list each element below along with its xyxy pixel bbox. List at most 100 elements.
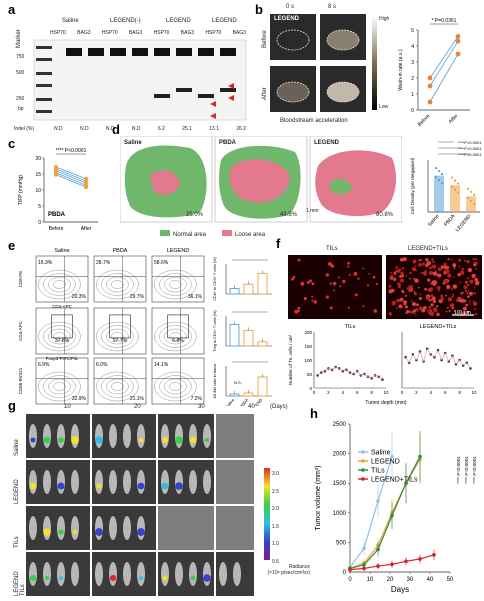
p-value: **** P<0.0001	[472, 456, 477, 484]
group-label-saline: Saline	[62, 18, 79, 24]
mouse-silhouette	[43, 562, 51, 586]
x-axis-label: CD4-APC	[52, 304, 73, 309]
ivis-cell	[216, 506, 254, 550]
til-signal	[437, 267, 442, 272]
til-signal	[429, 311, 435, 317]
panel-f: TILs LEGEND+TILs 100 μm 0 2 4 6 8 10 200 150 100…	[286, 246, 484, 408]
p-value: ****P<0.0001	[458, 140, 482, 145]
til-signal	[399, 257, 404, 262]
mouse-silhouette	[123, 470, 131, 494]
quadrant-value: 20.3%	[72, 294, 87, 300]
flow-plot	[35, 255, 89, 303]
til-signal	[457, 272, 461, 277]
d-title-legend: LEGEND	[314, 140, 340, 146]
til-signal	[469, 300, 471, 303]
quadrant-value: 32.9%	[72, 396, 87, 402]
til-signal	[436, 285, 441, 290]
til-signal	[430, 294, 434, 298]
til-signal	[471, 273, 476, 279]
series-line	[55, 168, 87, 182]
til-signal	[459, 281, 462, 283]
til-signal	[467, 267, 473, 273]
x-tick-label: 2	[327, 390, 330, 395]
contour	[169, 382, 182, 391]
contour	[48, 276, 71, 293]
til-signal	[297, 309, 300, 312]
y-tick-label: 0	[309, 386, 312, 391]
series-line	[55, 166, 87, 180]
til-signal	[446, 284, 451, 290]
bar	[434, 175, 444, 212]
x-tick-label: 6	[356, 390, 359, 395]
ladder-band	[36, 46, 52, 49]
radiance-colorbar	[264, 468, 270, 560]
lane-label: BAG3	[232, 30, 246, 36]
til-signal	[457, 296, 460, 299]
contour	[159, 375, 192, 398]
bar-dot	[453, 179, 457, 182]
til-signal	[464, 259, 466, 262]
til-signal	[431, 258, 434, 261]
f-scale: 100 μm	[454, 310, 471, 316]
til-signal	[399, 278, 404, 283]
g-days-unit: (Days)	[270, 404, 288, 410]
til-signal	[453, 310, 456, 312]
quadrant-value: 29.7%	[130, 294, 145, 300]
bar-dot	[434, 167, 438, 170]
trend-line	[317, 366, 383, 380]
contour	[48, 328, 71, 345]
bioluminescence-spot	[29, 482, 37, 490]
y-tick-label: 50	[307, 372, 313, 377]
x-tick-label: 4	[430, 390, 433, 395]
quadrant-value: 58.6%	[154, 260, 169, 266]
til-signal	[412, 302, 417, 307]
bioluminescence-spot	[58, 575, 64, 581]
x-tick-label: 10	[367, 577, 374, 583]
bar-dot	[440, 173, 444, 176]
til-signal	[463, 285, 468, 290]
mouse-silhouette	[123, 424, 131, 448]
data-point	[84, 185, 88, 190]
bar-dot	[450, 176, 454, 179]
bar-dot	[466, 196, 470, 199]
plot-title: TILs	[345, 324, 356, 330]
mouse-silhouette	[57, 562, 65, 586]
p-value: ****P<0.0001	[458, 152, 482, 157]
mouse-silhouette	[95, 424, 103, 448]
til-signal	[329, 306, 333, 310]
y-tick-label: 0	[343, 570, 347, 576]
mouse-silhouette	[175, 424, 183, 448]
til-signal	[330, 264, 335, 268]
til-signal	[418, 263, 422, 267]
series-line	[349, 456, 421, 570]
x-tick-label: 8	[458, 390, 461, 395]
panel-label-d: d	[112, 122, 120, 137]
bar	[450, 185, 460, 212]
til-signal	[453, 276, 455, 278]
lane-label: HSP70	[50, 30, 66, 36]
til-signal	[440, 265, 445, 269]
til-signal	[408, 285, 413, 290]
column-title: LEGEND	[167, 248, 190, 254]
til-signal	[390, 271, 393, 274]
bar-dot	[437, 170, 441, 173]
til-signal	[467, 277, 470, 280]
legend-label: LEGEND+TILs	[371, 477, 418, 484]
mouse-silhouette	[29, 516, 37, 540]
y-tick-label: 100	[304, 358, 312, 363]
legend-normal: Normal area	[160, 230, 206, 238]
gate-box	[167, 314, 189, 339]
til-signal	[418, 259, 420, 262]
legend-marker	[361, 477, 365, 481]
mouse-silhouette	[161, 562, 169, 586]
bioluminescence-spot	[43, 528, 51, 536]
y-axis-label: Cell Density (per megapixel)	[410, 157, 415, 214]
til-signal	[426, 261, 429, 264]
til-signal	[332, 281, 337, 286]
contour	[111, 280, 124, 289]
til-signal	[393, 277, 396, 280]
mouse-silhouette	[137, 516, 145, 540]
til-signal	[313, 300, 318, 304]
til-signal	[362, 267, 365, 270]
til-signal	[429, 270, 432, 273]
